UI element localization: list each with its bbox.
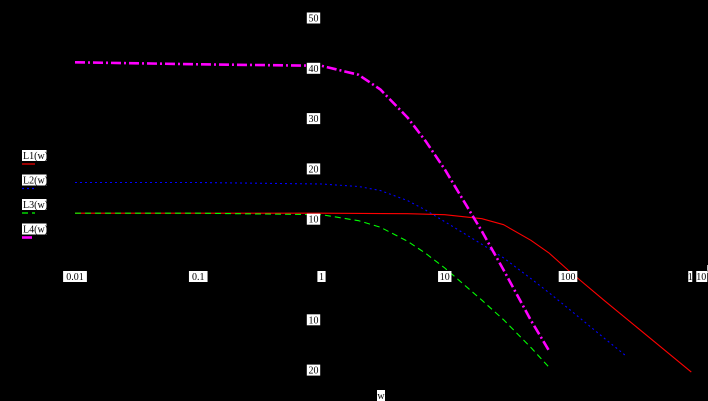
x-tick-label-3: 10 — [438, 271, 452, 283]
svg-text:L2(w): L2(w) — [23, 176, 48, 187]
svg-text:100: 100 — [561, 272, 576, 283]
svg-text:L1(w): L1(w) — [23, 151, 48, 162]
x-axis-label: w — [377, 391, 385, 401]
series-group — [74, 61, 692, 373]
x-tick-label-last: 1103 — [688, 264, 708, 283]
legend-item-4: L4(w) — [22, 223, 48, 239]
y-tick-label-0: 50 — [306, 12, 321, 25]
svg-text:1: 1 — [319, 272, 324, 283]
svg-text:20: 20 — [309, 366, 319, 377]
x-tick-label-4: 100 — [558, 271, 578, 283]
svg-text:10: 10 — [309, 215, 319, 226]
x-tick-label-1: 0.1 — [188, 271, 208, 283]
svg-text:0.1: 0.1 — [192, 272, 205, 283]
svg-text:1: 1 — [688, 272, 693, 283]
svg-text:30: 30 — [309, 114, 319, 125]
x-tick-label-2: 1 — [317, 271, 326, 283]
svg-text:10: 10 — [440, 272, 450, 283]
y-tick-label-5: 10 — [306, 314, 321, 326]
svg-text:40: 40 — [309, 64, 319, 75]
y-tick-label-6: 20 — [306, 364, 321, 377]
y-tick-label-2: 30 — [306, 113, 321, 125]
y-tick-label-4: 10 — [306, 213, 321, 226]
y-tick-label-3: 20 — [306, 163, 321, 175]
tick-labels-group: 0.010.1110100110350403020101020 — [63, 12, 708, 377]
legend-group: L1(w) L2(w) L3(w) L4(w) — [22, 150, 48, 239]
series-line-2 — [75, 181, 628, 357]
svg-text:10: 10 — [696, 272, 706, 283]
x-tick-label-0: 0.01 — [63, 271, 87, 283]
svg-text:20: 20 — [309, 164, 319, 175]
svg-text:10: 10 — [309, 315, 319, 326]
svg-text:50: 50 — [309, 14, 319, 25]
legend-item-2: L2(w) — [22, 174, 48, 190]
legend-item-1: L1(w) — [22, 150, 48, 165]
series-line-4 — [74, 61, 551, 352]
series-line-3 — [75, 212, 550, 368]
y-tick-label-1: 40 — [306, 62, 321, 75]
series-line-1 — [75, 212, 692, 373]
svg-text:0.01: 0.01 — [66, 272, 84, 283]
svg-text:L4(w): L4(w) — [23, 225, 48, 236]
svg-text:L3(w): L3(w) — [23, 200, 48, 211]
legend-item-3: L3(w) — [22, 199, 48, 214]
